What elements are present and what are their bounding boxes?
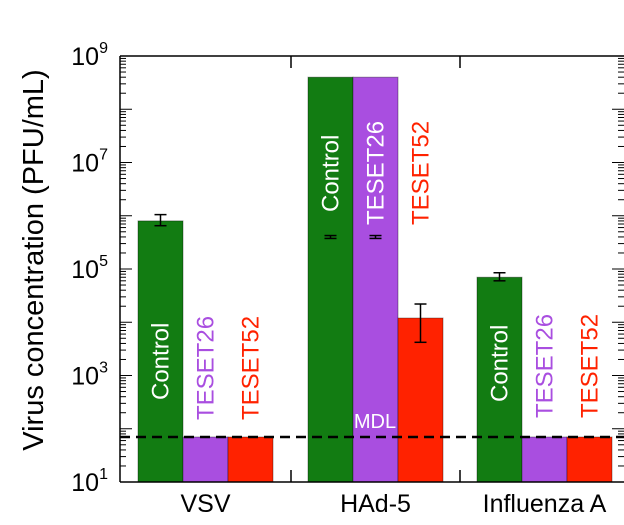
y-axis-label: Virus concentration (PFU/mL) [18,69,50,450]
mdl-label: MDL [354,411,396,433]
bar-label: Control [318,135,345,212]
plot-area: Control TESET26 TESET52 Control TESET26 TESET… [71,40,624,518]
y-tick-label: 105 [71,253,108,284]
bar-label: TESET26 [193,316,220,420]
x-tick-label: HAd-5 [340,490,411,518]
y-tick-label: 103 [71,360,108,391]
bar-label: Control [148,323,175,400]
bar-label: TESET52 [408,121,435,225]
y-tick-label: 107 [71,147,108,178]
bar [137,220,184,483]
bar-label: TESET52 [238,316,265,420]
bar-label: TESET26 [363,121,390,225]
bar [307,76,354,483]
y-tick-label: 109 [71,40,108,71]
bar-label: TESET52 [577,314,604,418]
bar-label: Control [487,325,514,402]
bar [227,436,274,483]
bar [352,76,399,483]
bar [521,436,568,483]
y-tick-label: 101 [71,466,108,497]
bar [182,436,229,483]
x-tick-label: VSV [180,490,230,518]
bar [566,436,613,483]
bar-label: TESET26 [532,314,559,418]
x-tick-label: Influenza A [483,490,607,518]
